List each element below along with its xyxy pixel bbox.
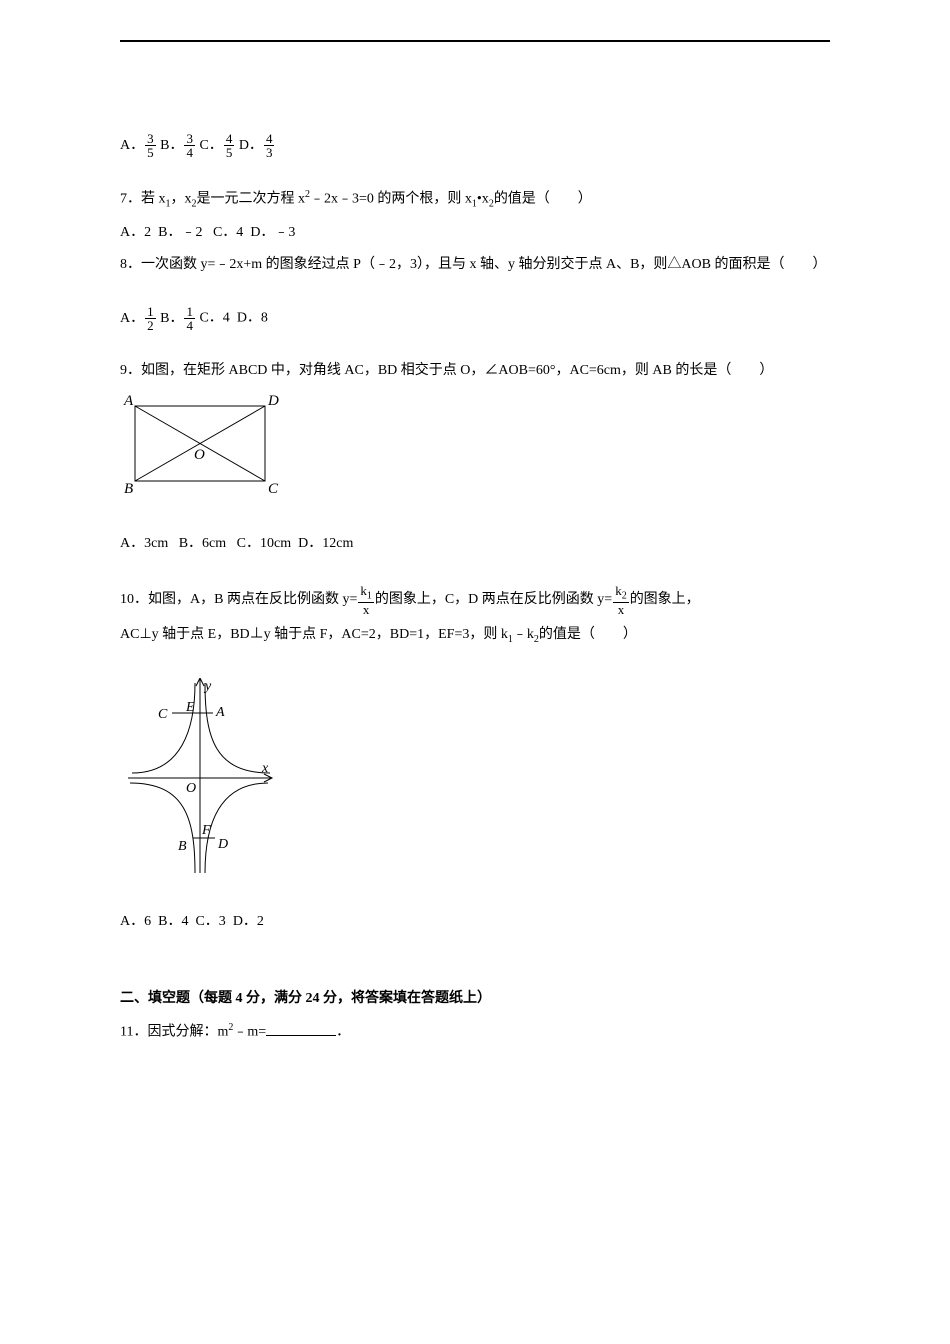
q7-option-d: D．﹣3 <box>250 225 295 240</box>
q9-option-c: C．10cm <box>237 536 291 551</box>
q9-label-c: C <box>268 481 279 497</box>
q10-label-c: C <box>158 707 168 722</box>
q6-options: A．35 B．34 C．45 D．43 <box>120 132 830 159</box>
q10-label-b: B <box>178 839 187 854</box>
q6-option-c: C．45 <box>199 138 235 153</box>
q7-option-c: C．4 <box>213 225 243 240</box>
q9-label-o: O <box>194 447 205 463</box>
q10-label-f: F <box>201 823 211 838</box>
q8-option-b: B．14 <box>160 311 196 326</box>
q10-options: A．6 B．4 C．3 D．2 <box>120 909 830 936</box>
q10-stem-line2: AC⊥y 轴于点 E，BD⊥y 轴于点 F，AC=2，BD=1，EF=3，则 k… <box>120 622 830 649</box>
q10-option-d: D．2 <box>233 914 264 929</box>
q7-stem: 7．若 x1，x2是一元二次方程 x2﹣2x﹣3=0 的两个根，则 x1•x2的… <box>120 185 830 213</box>
q10-label-o: O <box>186 781 196 796</box>
q10-figure: y x O C E A B F D <box>120 678 830 889</box>
q11-blank <box>266 1022 336 1036</box>
q9-options: A．3cm B．6cm C．10cm D．12cm <box>120 531 830 558</box>
q9-figure: A D B C O <box>120 391 830 512</box>
q10-label-x: x <box>261 761 269 776</box>
q10-label-y: y <box>203 679 212 694</box>
q10-option-b: B．4 <box>158 914 188 929</box>
q10-stem-line1: 10．如图，A，B 两点在反比例函数 y=k1x的图象上，C，D 两点在反比例函… <box>120 584 830 616</box>
q6-option-a: A．35 <box>120 138 157 153</box>
q11-stem: 11．因式分解：m2﹣m=． <box>120 1018 830 1046</box>
q9-label-a: A <box>123 393 134 409</box>
q8-options: A．12 B．14 C．4 D．8 <box>120 305 830 332</box>
q6-option-b: B．34 <box>160 138 196 153</box>
q7-option-a: A．2 <box>120 225 151 240</box>
q7-option-b: B．﹣2 <box>158 225 202 240</box>
q6-option-d: D．43 <box>239 138 276 153</box>
q8-option-d: D．8 <box>237 311 268 326</box>
q10-option-a: A．6 <box>120 914 151 929</box>
q9-label-b: B <box>124 481 133 497</box>
q8-stem: 8．一次函数 y=﹣2x+m 的图象经过点 P（﹣2，3），且与 x 轴、y 轴… <box>120 252 830 279</box>
q9-option-b: B．6cm <box>179 536 226 551</box>
q10-label-e: E <box>185 700 195 715</box>
section2-heading: 二、填空题（每题 4 分，满分 24 分，将答案填在答题纸上） <box>120 986 830 1013</box>
q10-option-c: C．3 <box>195 914 225 929</box>
q7-options: A．2 B．﹣2 C．4 D．﹣3 <box>120 220 830 247</box>
page-top-rule <box>120 40 830 42</box>
q9-label-d: D <box>267 393 279 409</box>
q8-option-a: A．12 <box>120 311 157 326</box>
q10-label-d: D <box>217 837 228 852</box>
q8-option-c: C．4 <box>199 311 229 326</box>
q9-option-d: D．12cm <box>298 536 353 551</box>
q9-option-a: A．3cm <box>120 536 168 551</box>
q10-label-a: A <box>215 705 225 720</box>
q9-stem: 9．如图，在矩形 ABCD 中，对角线 AC，BD 相交于点 O，∠AOB=60… <box>120 358 830 385</box>
